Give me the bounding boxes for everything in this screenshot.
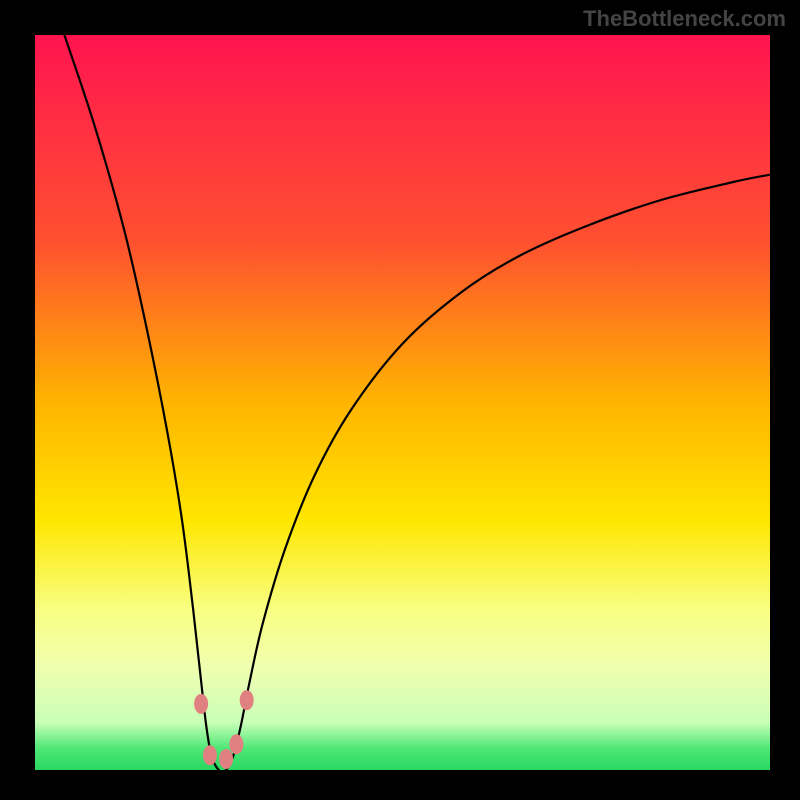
watermark-text: TheBottleneck.com <box>583 6 786 32</box>
curve-marker-0 <box>194 694 208 714</box>
curve-marker-4 <box>240 690 254 710</box>
plot-background <box>35 35 770 770</box>
curve-marker-2 <box>219 749 233 769</box>
curve-marker-3 <box>229 734 243 754</box>
chart-svg <box>0 0 800 800</box>
bottleneck-chart: TheBottleneck.com <box>0 0 800 800</box>
curve-marker-1 <box>203 745 217 765</box>
